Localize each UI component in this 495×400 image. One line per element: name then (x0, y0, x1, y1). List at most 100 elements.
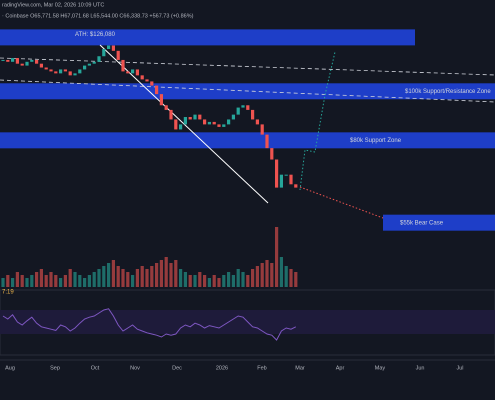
header-ohlc: · Coinbase O65,771.58 H67,071.68 L65,544… (2, 13, 194, 19)
volume-bar (83, 278, 87, 287)
volume-bar (183, 272, 187, 287)
candle (251, 109, 255, 120)
volume-bar (284, 266, 288, 287)
candle (246, 105, 250, 110)
candle (222, 124, 226, 127)
volume-bar (111, 260, 115, 287)
candle (25, 61, 29, 66)
volume-bar (135, 269, 139, 287)
candle (294, 184, 298, 188)
volume-bar (150, 266, 154, 287)
volume-bar (155, 263, 159, 287)
candle (35, 59, 39, 64)
candle (140, 75, 144, 80)
volume-bar (15, 272, 19, 287)
candle (227, 119, 231, 125)
volume-bar (246, 275, 250, 287)
volume-bar (231, 275, 235, 287)
candle (1, 59, 5, 61)
volume-bar (179, 269, 183, 287)
candle (39, 63, 43, 68)
volume-bar (6, 275, 10, 287)
volume-bar (1, 278, 5, 287)
candle (207, 121, 211, 125)
volume-bar (188, 275, 192, 287)
x-tick-label: 2026 (216, 365, 228, 371)
candle (198, 114, 202, 120)
volume-bar (107, 263, 111, 287)
volume-bar (198, 272, 202, 287)
bull-path (299, 51, 336, 191)
volume-bar (169, 263, 173, 287)
candle (203, 119, 207, 125)
volume-bar (193, 275, 197, 287)
x-tick-label: Jul (456, 365, 463, 371)
volume-bar (275, 227, 279, 287)
bear-path (299, 186, 384, 219)
candle (284, 174, 288, 176)
x-tick-label: Oct (91, 365, 100, 371)
candle (212, 121, 216, 125)
candle (102, 49, 106, 57)
volume-bar (251, 269, 255, 287)
volume-bar (87, 275, 91, 287)
candle (275, 159, 279, 188)
volume-bar (92, 272, 96, 287)
candle (54, 71, 58, 74)
volume-bar (140, 266, 144, 287)
x-tick-label: Dec (172, 365, 182, 371)
candle (217, 124, 221, 127)
volume-bar (25, 278, 29, 287)
volume-bar (279, 257, 283, 287)
candle (155, 85, 159, 95)
candle (131, 69, 135, 74)
volume-bar (68, 269, 72, 287)
x-tick-label: Apr (336, 365, 345, 371)
annotation: ATH: $126,080 (75, 32, 116, 38)
candle (6, 59, 10, 62)
volume-bar (164, 257, 168, 287)
candle (150, 81, 154, 86)
volume-bar (116, 266, 120, 287)
x-tick-label: Feb (257, 365, 266, 371)
volume-bar (121, 269, 125, 287)
candle (265, 134, 269, 149)
candle (169, 109, 173, 120)
volume-bar (11, 278, 15, 287)
candle (87, 63, 91, 66)
rsi-line (2, 308, 297, 341)
volume-bar (78, 275, 82, 287)
x-tick-label: Mar (295, 365, 305, 371)
candle (59, 69, 63, 74)
candle (30, 59, 34, 62)
zone (383, 214, 495, 231)
volume-bar (44, 275, 48, 287)
volume-bar (35, 272, 39, 287)
volume-bar (126, 272, 130, 287)
volume-bar (174, 260, 178, 287)
candle (188, 117, 192, 120)
volume-bar (159, 260, 163, 287)
candle (260, 124, 264, 135)
candle (164, 105, 168, 110)
volume-bar (236, 269, 240, 287)
candle (174, 119, 178, 130)
volume-bar (20, 275, 24, 287)
candle (231, 114, 235, 120)
volume-bar (59, 278, 63, 287)
candle (126, 71, 130, 74)
x-tick-label: Aug (5, 365, 15, 371)
volume-bar (102, 266, 106, 287)
volume-bar (212, 275, 216, 287)
volume-bar (255, 266, 259, 287)
candle (20, 63, 24, 66)
volume-bar (97, 269, 101, 287)
candle (116, 50, 120, 60)
annotation: $55k Bear Case (400, 220, 444, 226)
candle (183, 117, 187, 125)
candle (49, 69, 53, 72)
candle (236, 107, 240, 115)
candle (289, 174, 293, 185)
annotation: $100k Support/Resistance Zone (405, 89, 491, 95)
